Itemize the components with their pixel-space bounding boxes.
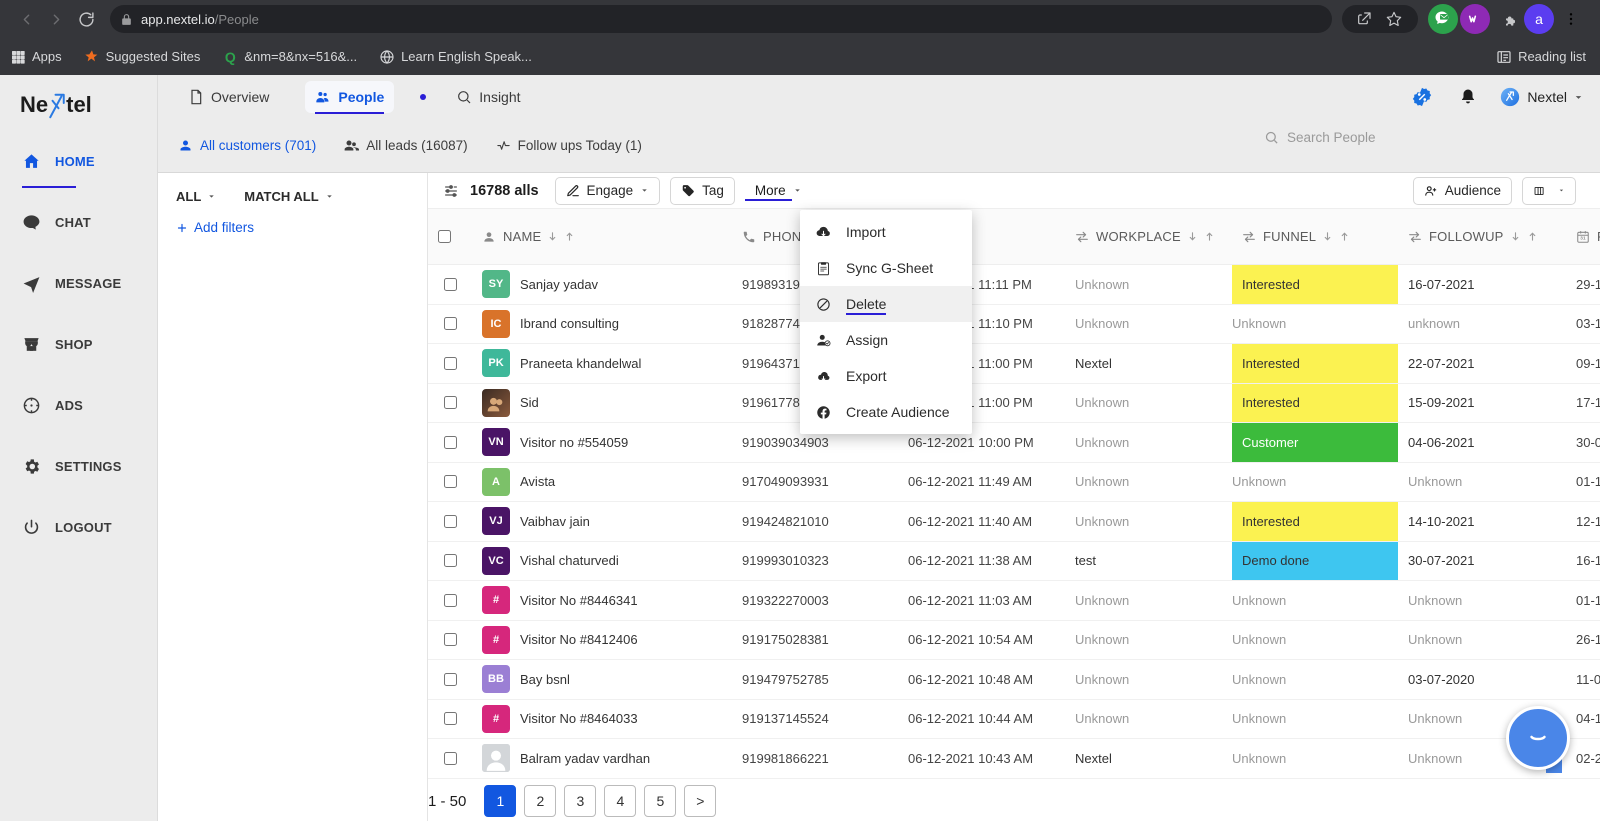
svg-text:31: 31 xyxy=(1580,235,1586,240)
